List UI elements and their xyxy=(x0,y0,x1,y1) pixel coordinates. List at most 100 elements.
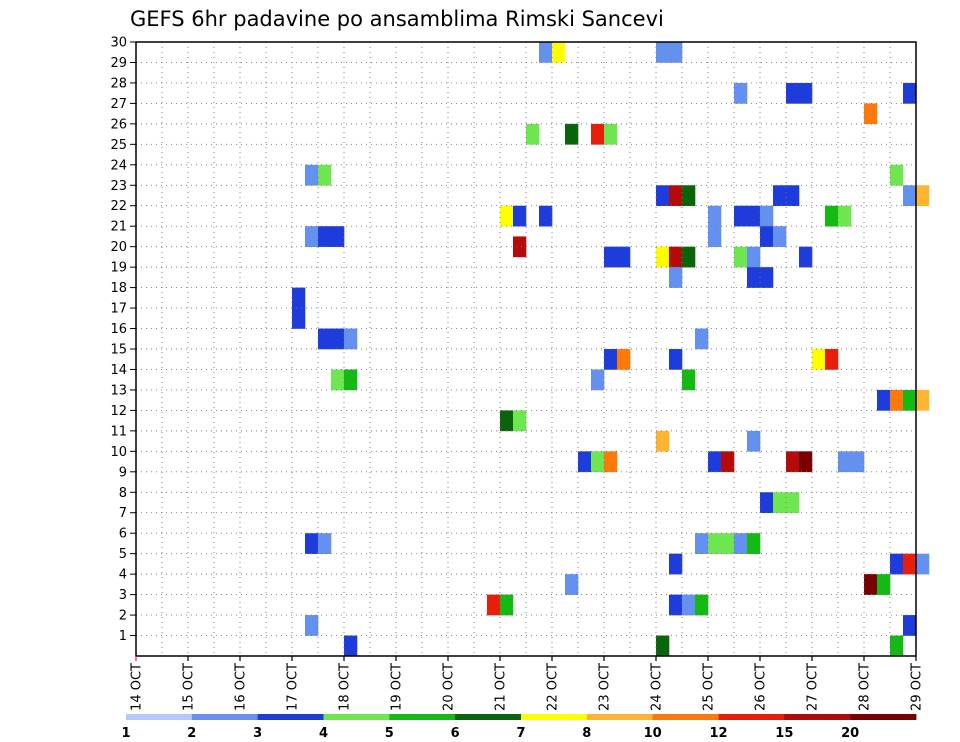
ensemble-cell xyxy=(799,82,813,104)
x-tick-label: 15 OCT xyxy=(182,663,197,711)
ensemble-cell xyxy=(656,42,670,63)
ensemble-cell xyxy=(305,164,319,186)
ensemble-cell xyxy=(500,594,514,616)
ensemble-cell xyxy=(344,369,358,391)
ensemble-cell xyxy=(851,451,865,473)
ensemble-cell xyxy=(773,185,787,207)
ensemble-cell xyxy=(838,205,852,227)
y-axis-ticks: 1234567891011121314151617181920212223242… xyxy=(110,36,136,644)
colorbar: 1 2 3 4 5 6 7 8 10 12 15 20 xyxy=(121,714,917,741)
ensemble-cell xyxy=(734,246,748,268)
colorbar-swatch xyxy=(389,714,456,720)
ensemble-cell xyxy=(890,635,904,657)
ensemble-cell xyxy=(539,205,553,227)
x-tick-label: 25 OCT xyxy=(702,663,717,711)
ensemble-cell xyxy=(292,308,306,329)
ensemble-cell xyxy=(890,164,904,186)
ensemble-cell xyxy=(565,123,579,145)
ensemble-cell xyxy=(292,287,306,309)
ensemble-cell xyxy=(825,349,839,370)
y-tick-label: 15 xyxy=(110,343,127,358)
y-tick-label: 5 xyxy=(119,547,127,562)
x-tick-label: 23 OCT xyxy=(598,663,613,711)
colorbar-tick-label: 12 xyxy=(709,726,727,741)
y-tick-label: 4 xyxy=(119,568,127,583)
y-tick-label: 26 xyxy=(110,117,127,132)
ensemble-cell xyxy=(682,594,696,616)
ensemble-cell xyxy=(656,246,670,268)
y-tick-label: 24 xyxy=(110,158,127,173)
colorbar-tick-label: 2 xyxy=(187,726,196,741)
ensemble-cell xyxy=(513,236,527,258)
y-tick-label: 10 xyxy=(110,445,127,460)
x-tick-label: 28 OCT xyxy=(858,663,873,711)
ensemble-cell xyxy=(786,492,800,514)
ensemble-cell xyxy=(318,226,332,247)
ensemble-cell xyxy=(500,205,514,227)
y-tick-label: 1 xyxy=(119,629,127,644)
ensemble-cell xyxy=(669,267,683,288)
x-tick-label: 19 OCT xyxy=(390,663,405,711)
ensemble-cell xyxy=(877,389,891,411)
colorbar-swatch xyxy=(257,714,324,720)
ensemble-cell xyxy=(747,267,761,288)
ensemble-cell xyxy=(331,226,345,247)
ensemble-cell xyxy=(669,185,683,207)
ensemble-cell xyxy=(786,82,800,104)
x-tick-label: 26 OCT xyxy=(754,663,769,711)
y-tick-label: 13 xyxy=(110,383,127,398)
ensemble-cell xyxy=(799,451,813,473)
ensemble-cell xyxy=(305,226,319,247)
y-tick-label: 12 xyxy=(110,404,127,419)
ensemble-cell xyxy=(708,205,722,227)
ensemble-cell xyxy=(656,185,670,207)
ensemble-cell xyxy=(916,185,930,207)
colorbar-tick-label: 10 xyxy=(644,726,662,741)
ensemble-cell xyxy=(682,246,696,268)
y-tick-label: 3 xyxy=(119,588,127,603)
ensemble-cell xyxy=(708,451,722,473)
colorbar-swatch xyxy=(586,714,654,720)
x-tick-label: 24 OCT xyxy=(650,663,665,711)
ensemble-cell xyxy=(695,533,709,554)
x-tick-label: 17 OCT xyxy=(286,663,301,711)
colorbar-tick-label: 15 xyxy=(775,726,793,741)
ensemble-cell xyxy=(565,574,579,595)
ensemble-cell xyxy=(903,82,917,104)
ensemble-cell xyxy=(539,42,553,63)
colorbar-swatch xyxy=(784,714,851,720)
x-tick-label: 14 OCT xyxy=(130,663,145,711)
colorbar-tick-label: 8 xyxy=(582,726,591,741)
ensemble-cell xyxy=(604,349,618,370)
ensemble-cell xyxy=(760,205,774,227)
y-tick-label: 11 xyxy=(110,424,127,439)
y-tick-label: 18 xyxy=(110,281,127,296)
ensemble-cell xyxy=(305,533,319,554)
ensemble-cell xyxy=(487,594,501,616)
ensemble-cell xyxy=(331,328,345,350)
y-tick-label: 7 xyxy=(119,506,127,521)
ensemble-cell xyxy=(656,430,670,452)
colorbar-swatch xyxy=(323,714,390,720)
ensemble-cell xyxy=(864,574,878,595)
x-tick-label: 18 OCT xyxy=(338,663,353,711)
colorbar-tick-label: 7 xyxy=(516,726,525,741)
ensemble-cell xyxy=(513,410,527,432)
colorbar-tick-label: 20 xyxy=(841,726,859,741)
ensemble-cell xyxy=(669,42,683,63)
y-tick-label: 9 xyxy=(119,465,127,480)
ensemble-cell xyxy=(773,226,787,247)
y-tick-label: 17 xyxy=(110,302,127,317)
x-tick-label: 21 OCT xyxy=(494,663,509,711)
ensemble-cell xyxy=(916,389,930,411)
ensemble-cell xyxy=(591,123,605,145)
ensemble-cells xyxy=(292,42,930,657)
y-tick-label: 22 xyxy=(110,199,127,214)
colorbar-swatch xyxy=(126,714,193,720)
ensemble-cell xyxy=(578,451,592,473)
y-tick-label: 20 xyxy=(110,240,127,255)
y-tick-label: 23 xyxy=(110,179,127,194)
ensemble-cell xyxy=(786,451,800,473)
ensemble-cell xyxy=(513,205,527,227)
colorbar-tick-label: 4 xyxy=(319,726,328,741)
